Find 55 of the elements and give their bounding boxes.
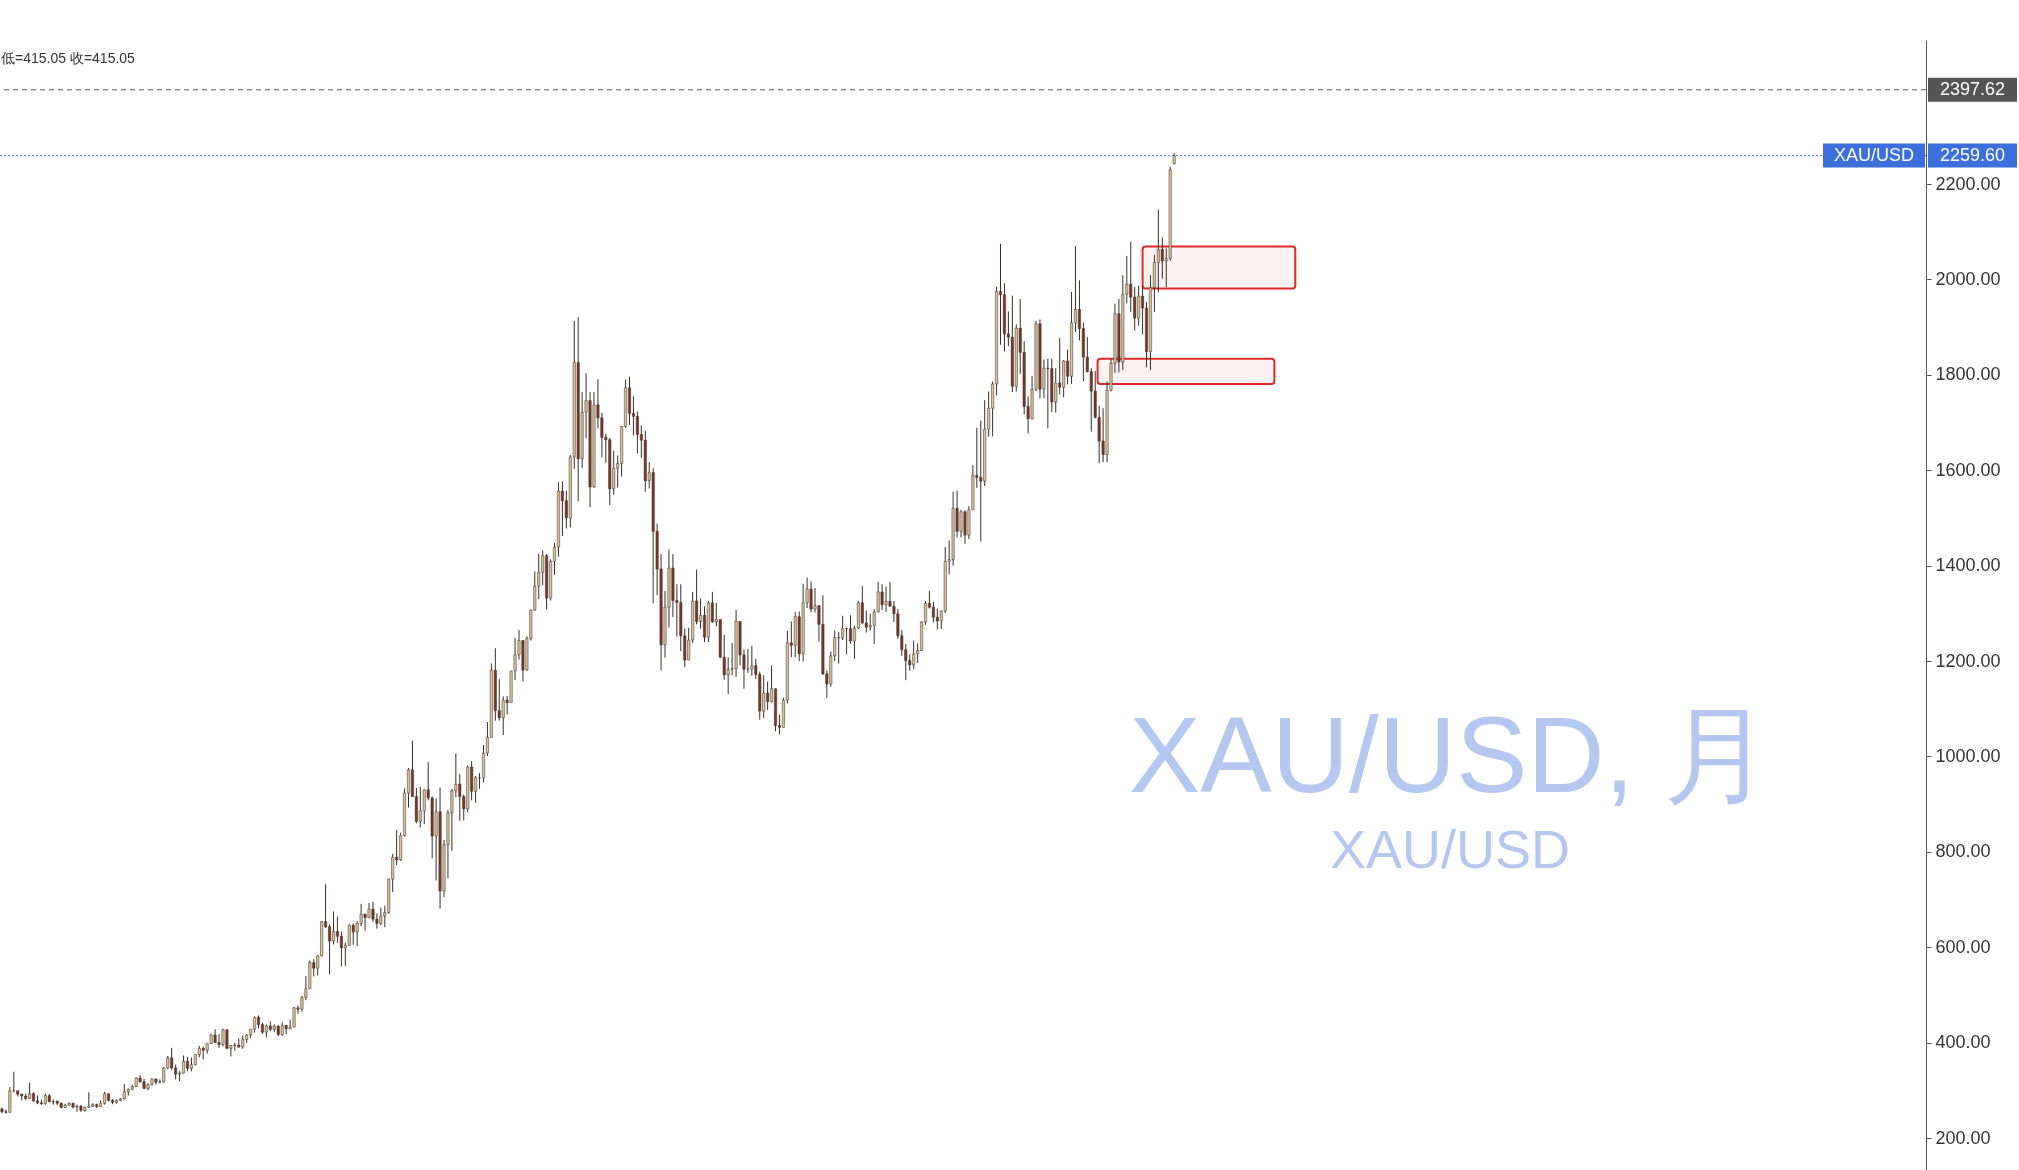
candlestick <box>750 645 754 677</box>
candlestick <box>51 1098 55 1106</box>
candlestick <box>837 631 841 664</box>
annotation: 低=415.05 收=415.05 <box>1 50 136 66</box>
candlestick <box>979 420 983 542</box>
candlestick <box>849 614 852 645</box>
candlestick <box>339 931 343 967</box>
candlestick <box>418 786 422 829</box>
ref-line-label: 2259.60 <box>1939 144 2006 165</box>
ref-line-label: 2397.62 <box>1939 78 2006 99</box>
candlestick <box>635 411 639 455</box>
candlestick <box>809 580 813 613</box>
candlestick <box>959 509 963 539</box>
candlestick <box>963 509 967 545</box>
y-tick-label: 1400.00 <box>1935 555 2001 576</box>
y-tick-label: 1200.00 <box>1935 650 2001 671</box>
candlestick <box>1133 286 1137 331</box>
candlestick <box>75 1104 79 1113</box>
y-tick-label: 200.00 <box>1935 1127 1991 1148</box>
candlestick <box>860 585 864 625</box>
candlestick <box>182 1055 185 1075</box>
text: XAU/USD <box>1329 819 1571 879</box>
candlestick <box>880 583 884 611</box>
y-tick-label: 800.00 <box>1935 841 1991 862</box>
text: XAU/USD, 月 <box>1128 695 1772 815</box>
y-tick-label: 1600.00 <box>1935 459 2001 480</box>
candlestick <box>1046 358 1050 429</box>
candlestick <box>912 640 916 670</box>
y-tick-label: 2000.00 <box>1935 268 2001 289</box>
candlestick <box>841 615 845 641</box>
y-tick-label: 1800.00 <box>1935 364 2001 385</box>
candlestick <box>766 681 770 711</box>
candlestick <box>845 627 849 655</box>
candlestick <box>884 586 888 613</box>
candlestick <box>1160 236 1164 279</box>
y-tick-label: 600.00 <box>1935 936 1991 957</box>
candlestick <box>762 674 766 719</box>
candlestick <box>284 1024 288 1035</box>
candlestick <box>1156 209 1160 293</box>
y-tick-label: 2200.00 <box>1935 173 2001 194</box>
candlestick <box>458 773 462 822</box>
candlestick <box>931 601 935 623</box>
candlestick <box>351 922 355 946</box>
candlestick <box>379 907 383 926</box>
candlestick <box>363 912 367 932</box>
candlestick <box>328 923 331 975</box>
y-tick-label: 1000.00 <box>1935 745 2001 766</box>
candlestick <box>217 1033 221 1049</box>
y-tick-label: 400.00 <box>1935 1032 1991 1053</box>
annotation: XAU/USD <box>1833 144 1915 165</box>
candlestick <box>332 910 335 945</box>
candlestick <box>1137 285 1141 327</box>
candlestick <box>422 788 426 825</box>
candlestick <box>703 605 706 643</box>
candlestick <box>746 648 750 674</box>
